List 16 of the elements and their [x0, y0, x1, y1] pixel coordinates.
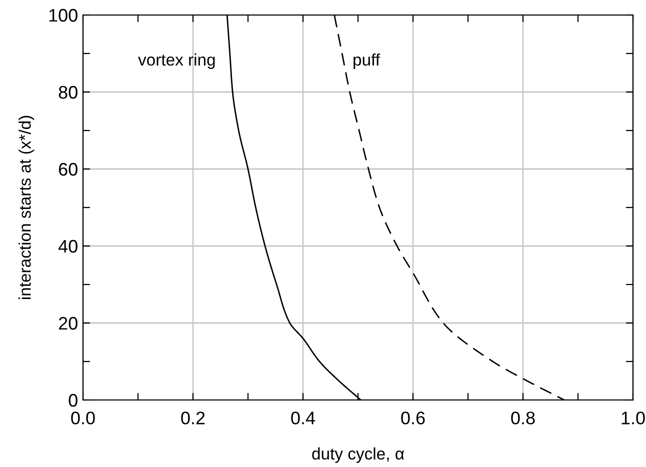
y-tick-label: 80 — [58, 86, 78, 99]
annotation: puff — [354, 53, 380, 69]
x-tick-label: 0.6 — [401, 412, 425, 424]
x-tick-label: 0.8 — [511, 412, 535, 424]
x-tick-label: 0.0 — [71, 412, 95, 424]
y-tick-label: 20 — [58, 316, 78, 330]
x-axis-title: duty cycle, α — [312, 447, 404, 463]
y-tick-label: 40 — [58, 240, 78, 253]
annotation: vortex ring — [138, 53, 215, 69]
y-axis-title: interaction starts at (x*/d) — [18, 116, 34, 300]
y-tick-label: 0 — [68, 394, 78, 407]
x-tick-label: 0.2 — [181, 412, 205, 424]
y-tick-label: 100 — [49, 8, 78, 22]
y-tick-label: 60 — [58, 162, 78, 176]
x-tick-label: 0.4 — [291, 412, 316, 424]
x-tick-label: 1.0 — [622, 412, 645, 424]
